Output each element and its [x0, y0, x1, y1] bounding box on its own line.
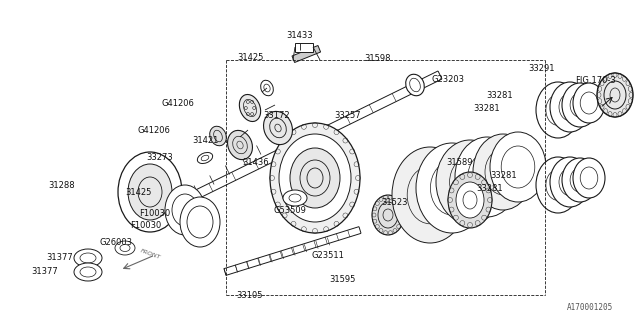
Ellipse shape — [406, 74, 424, 96]
Ellipse shape — [416, 143, 488, 233]
Ellipse shape — [264, 111, 292, 145]
Text: 33291: 33291 — [529, 63, 556, 73]
Text: 31421: 31421 — [192, 135, 218, 145]
Ellipse shape — [536, 82, 580, 138]
Ellipse shape — [180, 197, 220, 247]
Text: 31425: 31425 — [237, 52, 263, 61]
Text: G41206: G41206 — [161, 99, 195, 108]
Ellipse shape — [165, 185, 205, 235]
Text: G41206: G41206 — [138, 125, 170, 134]
Ellipse shape — [392, 147, 468, 243]
Text: 31598: 31598 — [365, 53, 391, 62]
Ellipse shape — [210, 126, 227, 146]
Bar — [292, 45, 321, 62]
Text: 33257: 33257 — [335, 110, 362, 119]
Text: 31377: 31377 — [47, 253, 74, 262]
Text: 31595: 31595 — [329, 276, 355, 284]
Ellipse shape — [118, 152, 182, 232]
Text: 31377: 31377 — [31, 268, 58, 276]
Ellipse shape — [473, 134, 533, 210]
Ellipse shape — [239, 94, 260, 122]
Ellipse shape — [550, 82, 590, 132]
Ellipse shape — [573, 83, 605, 123]
Ellipse shape — [260, 80, 273, 96]
Ellipse shape — [536, 157, 580, 213]
Ellipse shape — [573, 158, 605, 198]
Ellipse shape — [455, 137, 519, 217]
Ellipse shape — [74, 263, 102, 281]
Ellipse shape — [490, 132, 546, 202]
Text: 33281: 33281 — [474, 103, 500, 113]
Text: 31589: 31589 — [447, 157, 473, 166]
Ellipse shape — [372, 195, 404, 235]
Ellipse shape — [448, 172, 492, 228]
Text: 33281: 33281 — [491, 171, 517, 180]
Ellipse shape — [550, 157, 590, 207]
Ellipse shape — [115, 241, 135, 255]
Ellipse shape — [128, 164, 172, 220]
Text: 33281: 33281 — [477, 183, 503, 193]
Text: 33172: 33172 — [264, 110, 291, 119]
Text: 31433: 31433 — [287, 30, 314, 39]
Text: F10030: F10030 — [131, 220, 162, 229]
Text: G23203: G23203 — [431, 75, 465, 84]
Ellipse shape — [456, 182, 484, 218]
Ellipse shape — [228, 130, 252, 160]
Text: 33273: 33273 — [147, 153, 173, 162]
Text: G53509: G53509 — [273, 205, 307, 214]
Text: 31288: 31288 — [49, 180, 76, 189]
Ellipse shape — [597, 73, 633, 117]
Text: 31523: 31523 — [381, 197, 408, 206]
Ellipse shape — [74, 249, 102, 267]
Text: 31436: 31436 — [243, 157, 269, 166]
Text: FRONT: FRONT — [139, 248, 161, 260]
Text: A170001205: A170001205 — [567, 303, 613, 313]
Text: 33281: 33281 — [486, 91, 513, 100]
Ellipse shape — [283, 190, 307, 206]
Bar — [295, 43, 313, 52]
Ellipse shape — [436, 140, 504, 224]
Text: G23511: G23511 — [312, 251, 344, 260]
Text: G26003: G26003 — [99, 237, 132, 246]
Text: FIG.170-3: FIG.170-3 — [575, 76, 616, 84]
Text: 31425: 31425 — [125, 188, 151, 196]
Ellipse shape — [270, 123, 360, 233]
Text: 33105: 33105 — [237, 291, 263, 300]
Ellipse shape — [290, 148, 340, 208]
Ellipse shape — [279, 134, 351, 222]
Ellipse shape — [562, 158, 598, 202]
Text: F10030: F10030 — [140, 209, 171, 218]
Ellipse shape — [562, 83, 598, 127]
Ellipse shape — [197, 152, 212, 164]
